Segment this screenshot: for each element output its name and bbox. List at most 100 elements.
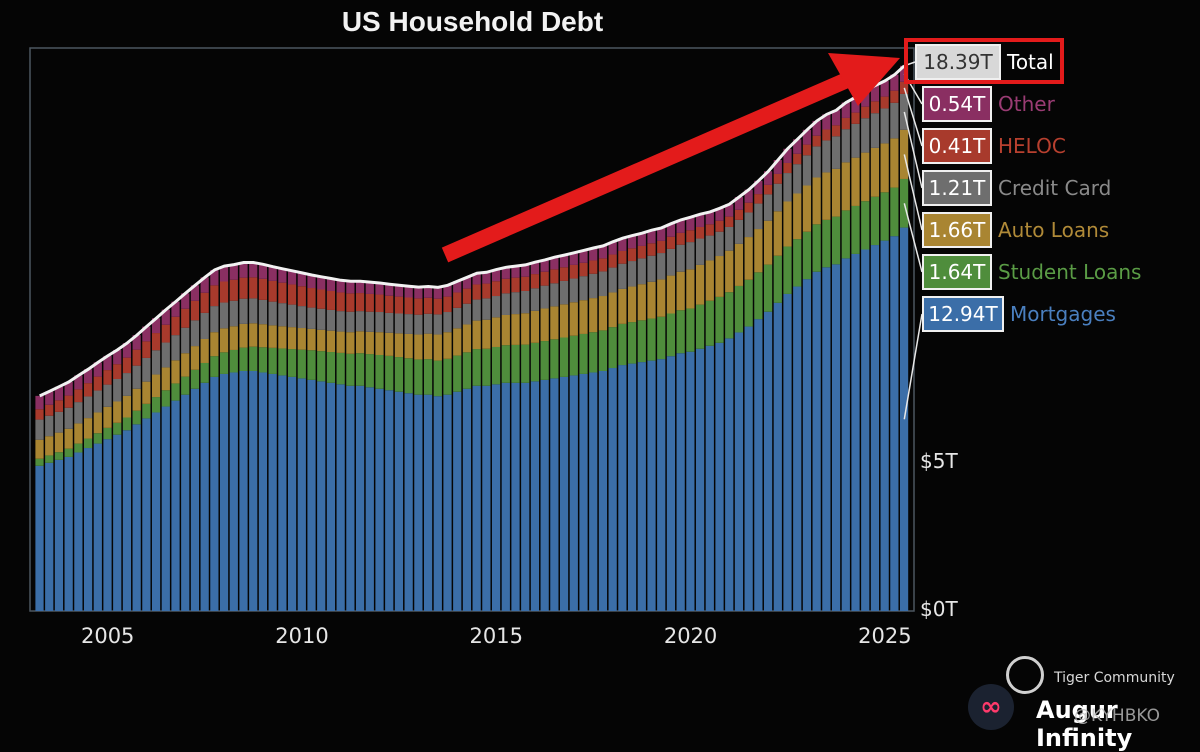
bar-segment-student-loans [472, 349, 481, 386]
bar-segment-heloc [64, 395, 73, 408]
bar-segment-auto-loans [705, 260, 714, 301]
bar-segment-mortgages [346, 385, 355, 611]
bar-segment-heloc [482, 283, 491, 299]
bar-segment-student-loans [181, 376, 190, 395]
bar-segment-mortgages [472, 385, 481, 611]
bar-segment-credit-card [773, 183, 782, 212]
bar-segment-other [540, 259, 549, 272]
bar-segment-student-loans [686, 308, 695, 352]
bar-segment-mortgages [841, 258, 850, 611]
bar-segment-heloc [122, 357, 132, 374]
bar-segment-student-loans [589, 332, 598, 373]
bar-segment-credit-card [200, 312, 209, 339]
bar-segment-heloc [54, 400, 64, 412]
bar-segment-other [472, 273, 481, 285]
bar-segment-other [122, 343, 132, 358]
plot-frame [29, 47, 915, 612]
bar-segment-auto-loans [890, 138, 899, 188]
bar-segment-other [559, 255, 569, 268]
bar-segment-mortgages [511, 382, 520, 611]
bar-segment-other [802, 129, 812, 145]
bar-segment-credit-card [822, 140, 831, 173]
bar-segment-mortgages [103, 439, 112, 611]
bar-segment-auto-loans [200, 338, 209, 363]
bar-segment-auto-loans [715, 256, 724, 297]
bar-segment-student-loans [812, 224, 821, 272]
bar-segment-mortgages [258, 372, 268, 611]
bar-segment-other [870, 85, 880, 102]
bar-segment-credit-card [462, 303, 472, 325]
bar-segment-student-loans [200, 362, 209, 383]
bar-segment-mortgages [657, 359, 666, 611]
trend-arrow [441, 62, 874, 263]
bar-segment-student-loans [773, 255, 782, 303]
bar-segment-other [705, 211, 714, 225]
bar-segment-other [171, 301, 180, 317]
bar-segment-credit-card [783, 173, 792, 202]
bar-segment-other [229, 264, 238, 280]
bar-segment-student-loans [54, 452, 64, 460]
bar-segment-other [142, 326, 151, 342]
bar-segment-auto-loans [676, 271, 685, 311]
bar-segment-heloc [423, 297, 433, 314]
bar-segment-other [317, 276, 326, 290]
bar-segment-heloc [822, 129, 831, 141]
bar-segment-student-loans [802, 231, 812, 280]
bar-segment-student-loans [268, 347, 277, 374]
bar-segment-credit-card [297, 306, 306, 329]
bar-segment-heloc [200, 292, 209, 313]
leader-line [903, 87, 923, 147]
bar-segment-other [297, 272, 306, 287]
bar-segment-student-loans [559, 337, 569, 377]
bar-segment-mortgages [161, 406, 170, 611]
bar-segment-other [278, 268, 287, 283]
bar-segment-other [491, 269, 501, 282]
bar-segment-heloc [589, 260, 598, 274]
bar-segment-credit-card [453, 307, 462, 329]
bar-segment-heloc [317, 289, 326, 309]
bar-segment-auto-loans [219, 328, 229, 353]
bar-segment-mortgages [744, 326, 753, 611]
bar-segment-heloc [851, 112, 860, 124]
bar-segment-other [880, 80, 889, 97]
bar-segment-other [151, 318, 161, 334]
bar-segment-heloc [559, 267, 569, 281]
bar-segment-heloc [268, 280, 277, 302]
bar-segment-mortgages [93, 443, 102, 611]
bar-segment-credit-card [666, 248, 676, 276]
bar-segment-auto-loans [657, 279, 666, 317]
bar-segment-other [161, 309, 170, 325]
bar-segment-mortgages [317, 381, 326, 611]
bar-segment-mortgages [501, 382, 510, 611]
bar-segment-other [793, 139, 802, 154]
bar-segment-auto-loans [608, 292, 617, 328]
bar-segment-heloc [754, 194, 763, 204]
bar-segment-student-loans [317, 351, 326, 382]
bar-segment-mortgages [589, 372, 598, 611]
leader-line [903, 203, 923, 273]
bar-segment-heloc [132, 349, 141, 366]
series-name-credit-card: Credit Card [998, 176, 1112, 200]
bar-segment-heloc [705, 224, 714, 236]
bar-segment-auto-loans [103, 406, 112, 428]
bar-segment-mortgages [773, 302, 782, 611]
bar-segment-auto-loans [385, 332, 394, 356]
bar-segment-auto-loans [210, 332, 219, 357]
bar-segment-heloc [521, 276, 530, 291]
bar-segment-auto-loans [754, 229, 763, 273]
bar-segment-credit-card [569, 278, 578, 303]
bar-segment-mortgages [861, 249, 870, 612]
bar-segment-other [890, 74, 899, 91]
bar-segment-mortgages [375, 388, 384, 611]
bar-segment-auto-loans [637, 284, 646, 321]
bar-segment-other [200, 277, 209, 293]
bar-segment-student-loans [695, 304, 705, 349]
bar-segment-mortgages [705, 345, 714, 611]
bar-segment-auto-loans [132, 388, 141, 411]
bar-segment-heloc [151, 333, 161, 351]
value-label-auto-loans: 1.66T [922, 212, 992, 248]
bar-segment-other [346, 281, 355, 294]
bar-segment-heloc [627, 248, 637, 262]
bar-segment-other [103, 355, 112, 371]
bar-segment-other [579, 250, 588, 263]
